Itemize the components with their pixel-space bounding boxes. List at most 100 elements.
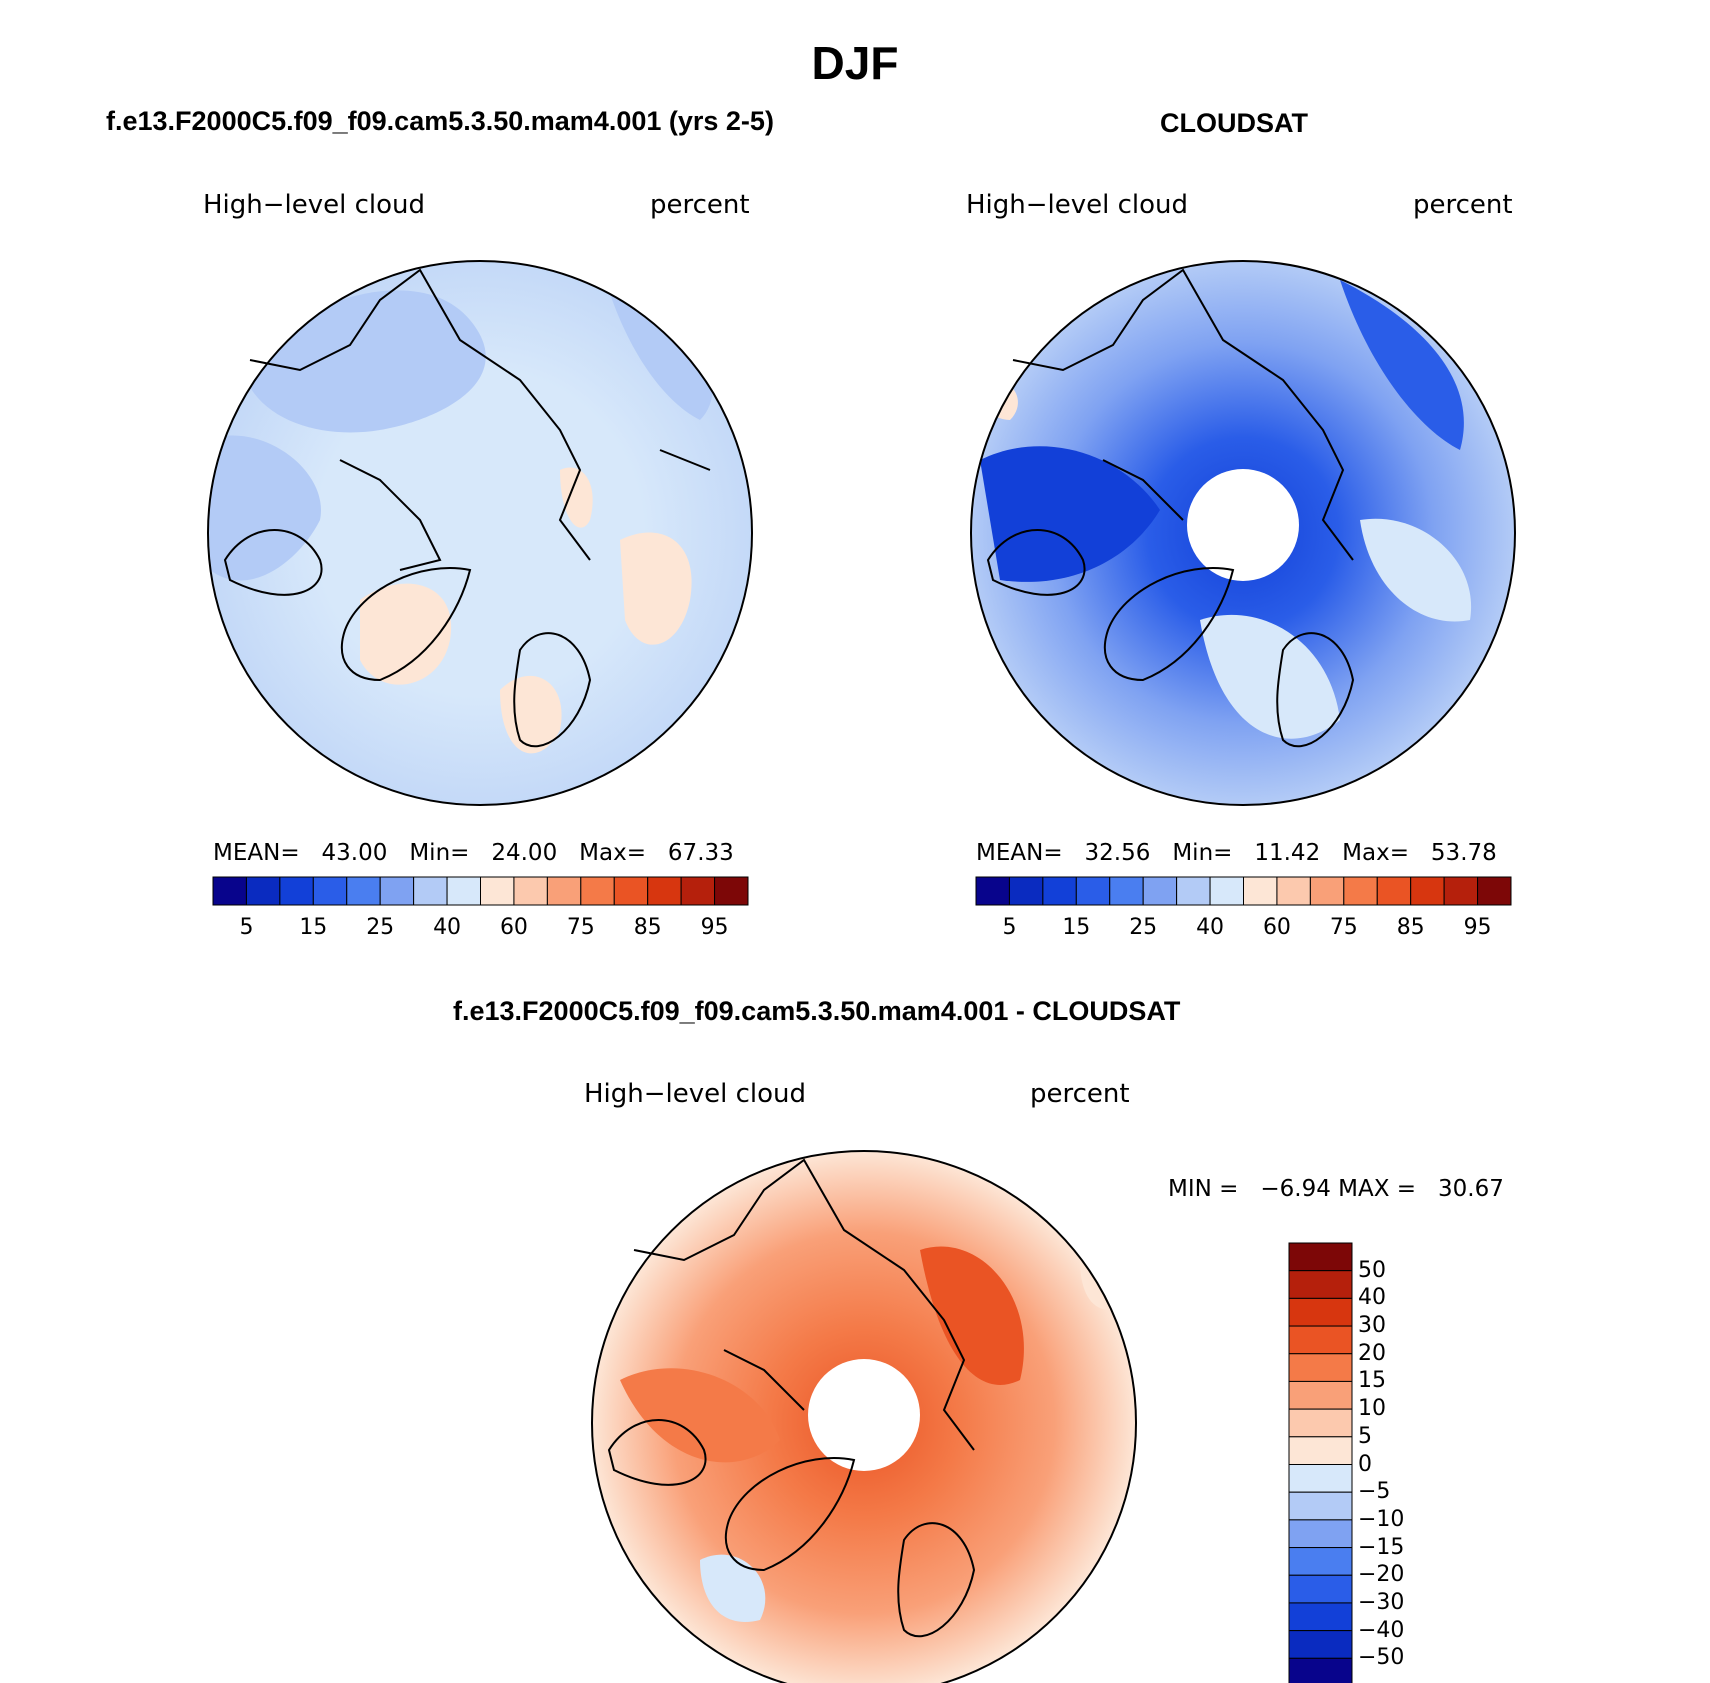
diff-colorbar-tick-label: −5 (1358, 1479, 1391, 1505)
model-colorbar-tick-label: 85 (633, 915, 662, 940)
obs-colorbar-swatch (975, 876, 1010, 906)
diff-colorbar-tick-label: 5 (1358, 1423, 1372, 1449)
diff-colorbar-swatch (1288, 1630, 1353, 1659)
model-coastlines (223, 268, 711, 748)
obs-max-label: Max= (1342, 840, 1409, 866)
diff-colorbar-tick-label: −40 (1358, 1617, 1405, 1643)
coastline (986, 529, 1086, 596)
model-min-label: Min= (409, 840, 470, 866)
diff-colorbar-tick-label: −15 (1358, 1534, 1405, 1560)
obs-stats: MEAN= 32.56 Min= 11.42 Max= 53.78 (976, 840, 1497, 866)
diff-map (591, 1150, 1137, 1683)
diff-colorbar-swatch (1288, 1408, 1353, 1438)
diff-colorbar-tick-label: 0 (1358, 1451, 1372, 1477)
obs-panel-title: CLOUDSAT (1160, 108, 1308, 138)
obs-field-patch (1200, 614, 1340, 739)
diff-coastlines (607, 1158, 976, 1638)
obs-colorbar-swatch (1075, 876, 1111, 906)
diff-colorbar-tick-label: 30 (1358, 1313, 1386, 1339)
scandinavia-outline (513, 632, 592, 748)
obs-missing-pole (1187, 469, 1299, 581)
model-colorbar-swatch (312, 876, 348, 906)
diff-colorbar-swatch (1288, 1270, 1353, 1299)
model-field-patch (208, 435, 321, 581)
obs-colorbar-tick-label: 75 (1329, 915, 1358, 940)
diff-colorbar-swatch (1288, 1242, 1353, 1272)
diff-panel-title: f.e13.F2000C5.f09_f09.cam5.3.50.mam4.001… (453, 996, 1181, 1026)
diff-colorbar-swatch (1288, 1353, 1353, 1382)
obs-colorbar-tick-label: 85 (1396, 915, 1425, 940)
model-colorbar-tick-label: 25 (366, 915, 395, 940)
diff-colorbar-tick-label: 20 (1358, 1340, 1386, 1366)
model-colorbar-swatch (680, 876, 716, 906)
obs-colorbar-swatch (1008, 876, 1044, 906)
diff-colorbar-swatch (1288, 1436, 1353, 1465)
obs-colorbar-tick-label: 15 (1062, 915, 1091, 940)
model-colorbar-swatch (413, 876, 448, 906)
model-colorbar-swatch (245, 876, 281, 906)
model-colorbar-tick-label: 5 (239, 915, 254, 940)
diff-colorbar-tick-label: 50 (1358, 1257, 1386, 1283)
model-map-border (207, 260, 753, 806)
model-panel-title: f.e13.F2000C5.f09_f09.cam5.3.50.mam4.001… (106, 106, 774, 136)
model-field-patch (620, 532, 692, 645)
obs-map (970, 260, 1516, 806)
model-units-label: percent (650, 190, 750, 220)
obs-field-patch (1340, 280, 1464, 450)
model-colorbar-swatch (647, 876, 682, 906)
model-field-patch (560, 467, 593, 528)
model-colorbar-swatch (714, 876, 749, 906)
model-mean-label: MEAN= (213, 840, 300, 866)
obs-colorbar-tick-label: 5 (1002, 915, 1017, 940)
diff-colorbar-tick-label: 40 (1358, 1285, 1386, 1311)
obs-colorbar-swatch (1309, 876, 1345, 906)
figure-title: DJF (811, 37, 899, 89)
model-max-label: Max= (579, 840, 646, 866)
diff-variable-label: High−level cloud (584, 1079, 807, 1109)
diff-colorbar-tick-label: 15 (1358, 1368, 1386, 1394)
obs-variable-label: High−level cloud (966, 190, 1189, 220)
obs-coastlines (986, 268, 1355, 748)
obs-colorbar-swatch (1042, 876, 1077, 906)
diff-field-patch (620, 1368, 780, 1463)
obs-min-label: Min= (1172, 840, 1233, 866)
model-stats: MEAN= 43.00 Min= 24.00 Max= 67.33 (213, 840, 734, 866)
model-map (207, 260, 753, 806)
scandinavia-outline (897, 1522, 976, 1638)
obs-units-label: percent (1413, 190, 1513, 220)
model-colorbar-tick-label: 40 (433, 915, 462, 940)
diff-colorbar-swatch (1288, 1325, 1353, 1355)
model-min-value: 24.00 (491, 840, 558, 866)
coastline (607, 1419, 707, 1486)
obs-colorbar-swatch (1443, 876, 1479, 906)
coastline (659, 449, 711, 471)
diff-colorbar-swatch (1288, 1547, 1353, 1576)
diff-units-label: percent (1030, 1079, 1130, 1109)
obs-colorbar-swatch (1276, 876, 1311, 906)
model-colorbar-tick-label: 75 (566, 915, 595, 940)
model-colorbar-tick-label: 95 (700, 915, 729, 940)
diff-minmax: MIN = −6.94 MAX = 30.67 (1168, 1176, 1504, 1202)
obs-colorbar-swatch (1343, 876, 1378, 906)
coastline (339, 459, 442, 571)
coastline (223, 529, 323, 596)
diff-field-patch (600, 1194, 657, 1250)
model-field-patch (360, 583, 452, 685)
diff-colorbar-tick-label: −50 (1358, 1645, 1405, 1671)
model-colorbar-swatch (613, 876, 649, 906)
diff-map-border (591, 1150, 1137, 1683)
model-colorbar-swatch (513, 876, 548, 906)
obs-colorbar-swatch (1410, 876, 1445, 906)
obs-field-patch (1360, 518, 1472, 622)
diff-colorbar-tick-label: −20 (1358, 1562, 1405, 1588)
coastline (249, 268, 591, 561)
model-field-patch (500, 675, 562, 754)
diff-colorbar-swatch (1288, 1380, 1353, 1410)
scandinavia-outline (1276, 632, 1355, 748)
model-colorbar-swatch (446, 876, 481, 906)
model-colorbar-swatch (580, 876, 615, 906)
diff-colorbar-swatch (1288, 1602, 1353, 1632)
diff-colorbar-swatch (1288, 1297, 1353, 1327)
model-colorbar-tick-label: 15 (299, 915, 328, 940)
obs-field-patch (980, 446, 1160, 582)
